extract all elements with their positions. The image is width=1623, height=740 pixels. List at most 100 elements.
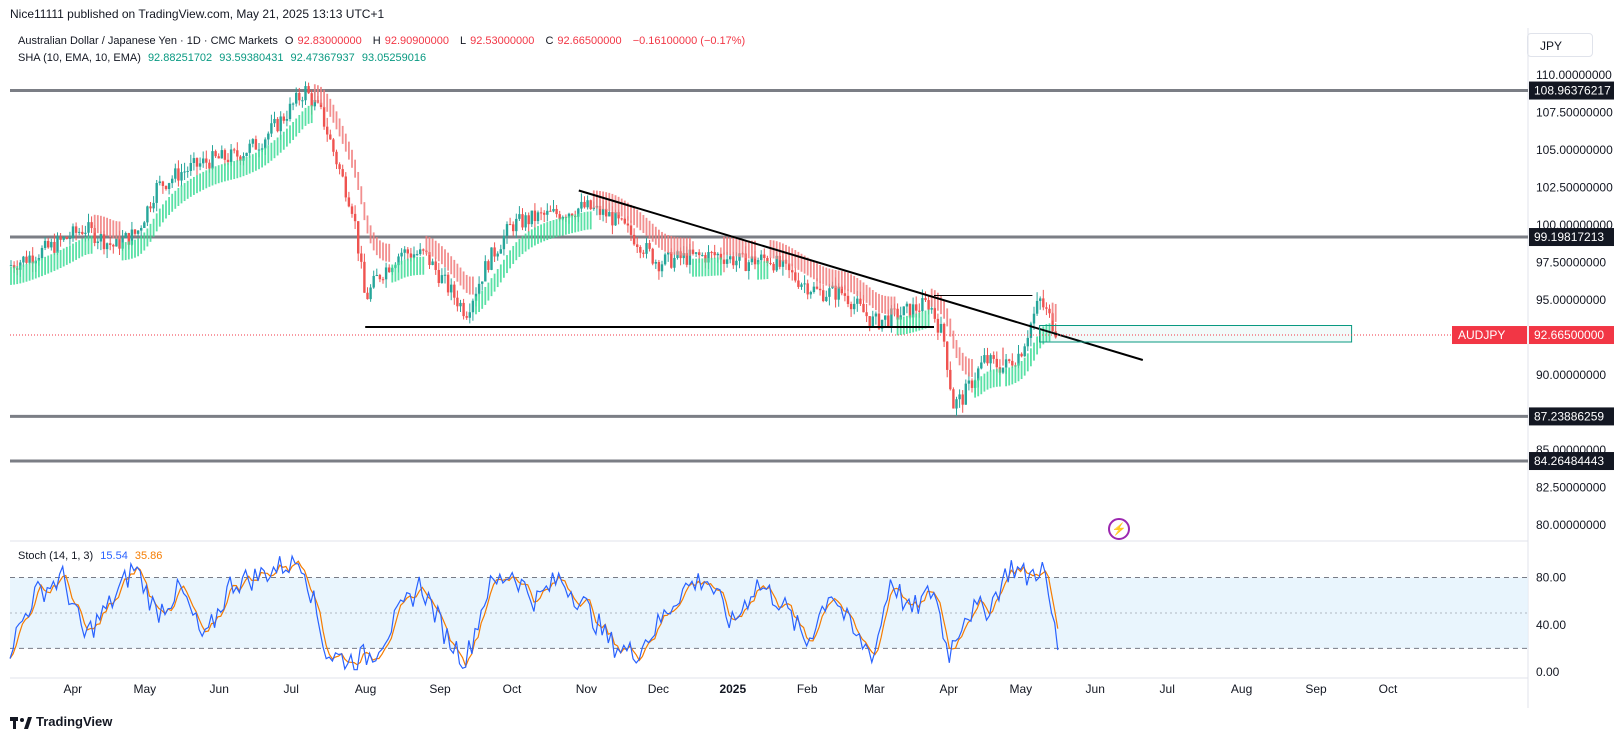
sha-label[interactable]: SHA (10, EMA, 10, EMA) bbox=[18, 52, 141, 64]
candle bbox=[750, 255, 754, 266]
time-tick-label: Jul bbox=[284, 682, 299, 696]
sha-bar bbox=[468, 276, 471, 295]
sha-bar bbox=[968, 358, 970, 377]
candle-body bbox=[28, 255, 31, 263]
candle-body bbox=[896, 308, 899, 320]
candle bbox=[620, 217, 623, 221]
candle-body bbox=[592, 207, 595, 210]
sha-bar bbox=[822, 266, 825, 285]
sha-bar bbox=[301, 111, 304, 130]
symbol-title[interactable]: Australian Dollar / Japanese Yen · 1D · … bbox=[18, 35, 278, 47]
candle-body bbox=[800, 284, 803, 287]
sha-bar bbox=[720, 257, 722, 276]
sha-bar bbox=[140, 235, 143, 254]
sha-bar bbox=[403, 259, 406, 278]
sha-bar bbox=[28, 262, 31, 281]
candle bbox=[772, 262, 775, 273]
sha-bar bbox=[558, 218, 561, 237]
candle-body bbox=[50, 241, 53, 248]
candle-body bbox=[459, 302, 462, 307]
candle bbox=[896, 303, 899, 329]
high-value: 92.90900000 bbox=[384, 35, 449, 47]
candle-body bbox=[843, 293, 847, 296]
sha-bar bbox=[289, 125, 291, 144]
candle-body bbox=[577, 208, 580, 217]
sha-bar bbox=[856, 278, 859, 297]
candle-body bbox=[691, 249, 695, 254]
sha-bar bbox=[276, 137, 279, 156]
currency-button[interactable]: JPY bbox=[1527, 33, 1593, 57]
symbol-tag-text: AUDJPY bbox=[1458, 328, 1505, 342]
candle-body bbox=[939, 323, 943, 333]
candle-body bbox=[313, 100, 316, 107]
sha-bar bbox=[450, 256, 453, 275]
sha-bar bbox=[918, 312, 921, 331]
candle bbox=[462, 298, 465, 320]
sha-bar bbox=[295, 118, 298, 137]
candle-body bbox=[112, 244, 115, 247]
candle-body bbox=[533, 210, 537, 222]
candle-body bbox=[12, 265, 16, 269]
candle-body bbox=[713, 252, 716, 256]
sha-bar bbox=[803, 255, 806, 274]
sha-bar bbox=[701, 258, 704, 277]
sha-bar bbox=[887, 296, 890, 315]
candle bbox=[918, 303, 921, 318]
candle-body bbox=[68, 237, 72, 240]
candle-body bbox=[747, 262, 750, 271]
sha-bar bbox=[208, 168, 211, 187]
candle-body bbox=[149, 206, 152, 209]
candle bbox=[81, 225, 84, 236]
candle bbox=[220, 145, 223, 159]
candle-body bbox=[71, 226, 75, 238]
candle bbox=[949, 361, 952, 391]
sha-bar bbox=[785, 244, 787, 263]
candle-body bbox=[667, 252, 670, 255]
sha-bar bbox=[183, 183, 186, 202]
sha-bar bbox=[261, 149, 263, 168]
price-tick-label: 100.00000000 bbox=[1536, 218, 1613, 232]
sha-bar bbox=[961, 352, 964, 371]
candle-body bbox=[161, 181, 165, 186]
sha-bar bbox=[100, 215, 102, 234]
stoch-label[interactable]: Stoch (14, 1, 3) bbox=[18, 550, 94, 562]
candle-body bbox=[158, 181, 161, 184]
sha-bar bbox=[487, 282, 490, 301]
sha-bar bbox=[84, 237, 87, 256]
candles-group bbox=[9, 81, 1057, 416]
candle-body bbox=[530, 210, 533, 225]
candle-body bbox=[942, 323, 946, 342]
candle-body bbox=[874, 313, 878, 317]
candle bbox=[992, 351, 995, 364]
candle-body bbox=[115, 237, 118, 247]
candle bbox=[226, 153, 230, 165]
sha-bar bbox=[651, 223, 654, 242]
candle bbox=[422, 248, 425, 255]
candle bbox=[623, 217, 626, 225]
lightning-icon[interactable]: ⚡ bbox=[1108, 518, 1130, 540]
candle bbox=[530, 210, 533, 228]
price-tick-label: 107.50000000 bbox=[1536, 106, 1613, 120]
candle-body bbox=[217, 156, 220, 159]
candle bbox=[539, 207, 543, 221]
candle-body bbox=[499, 249, 502, 254]
sha-bar bbox=[459, 267, 462, 286]
candle bbox=[654, 259, 657, 269]
sha-bar bbox=[385, 243, 387, 262]
candle bbox=[574, 210, 577, 220]
sha-bar bbox=[444, 249, 446, 268]
candle bbox=[601, 200, 605, 222]
candle bbox=[763, 248, 766, 263]
sha-bar bbox=[388, 243, 391, 262]
candle bbox=[471, 298, 475, 321]
sha-bar bbox=[1026, 353, 1029, 372]
candle-body bbox=[570, 213, 574, 216]
sha-bar bbox=[620, 198, 623, 217]
candle bbox=[428, 252, 431, 270]
candle bbox=[589, 199, 592, 211]
candle bbox=[53, 233, 56, 256]
tradingview-brand[interactable]: TradingView bbox=[10, 714, 112, 729]
sha-bar bbox=[236, 160, 239, 179]
candle bbox=[732, 251, 735, 269]
